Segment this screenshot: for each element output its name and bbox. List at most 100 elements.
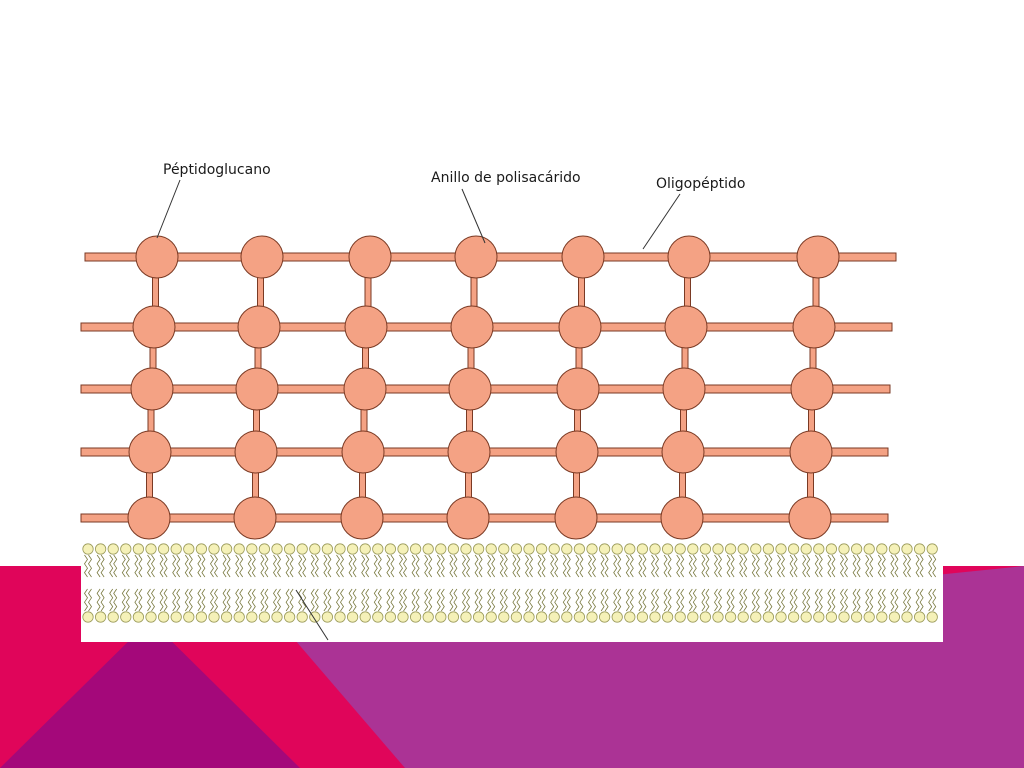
lipid-tail [478,554,483,578]
lipid-tail [550,554,555,578]
polysaccharide-ring [796,235,840,279]
lipid-tail [462,554,466,578]
lipid-tail [239,554,244,578]
lipid-tail [881,588,886,612]
lipid-tail [579,554,584,578]
lipid-head [850,543,863,555]
lipid-tail [428,554,433,578]
lipid-tail [474,554,479,578]
lipid-head [183,543,195,555]
lipid-tail [625,588,630,612]
lipid-tail [247,588,252,612]
lipid-tail [550,588,555,612]
oligopeptide-bridge [152,275,159,309]
lipid-head [724,543,737,555]
lipid-tail [566,588,571,612]
lipid-tail [638,588,643,612]
polysaccharide-ring [130,367,174,411]
lipid-head [283,543,296,555]
lipid-tail [739,554,744,578]
lipid-tail [361,588,366,612]
lipid-tail [541,554,546,578]
lipid-tail [365,554,370,578]
lipid-tail [638,554,643,578]
lipid-tail [764,588,769,612]
lipid-tail [714,554,718,578]
lipid-head [120,611,132,623]
lipid-tail [529,554,533,578]
lipid-tail [121,588,126,612]
oligopeptide-bridge [465,470,472,500]
lipid-tail [928,554,933,578]
lipid-head [472,543,485,555]
lipid-tail [529,588,533,612]
leader-line-oligopeptide [642,193,681,250]
oligopeptide-bridge [254,345,262,371]
lipid-head [460,543,472,555]
lipid-head [611,611,623,623]
lipid-head [510,543,523,555]
lipid-head [296,611,308,623]
lipid-tail [210,554,214,578]
lipid-tail [147,588,151,612]
lipid-tail [436,554,441,578]
lipid-head [82,611,94,623]
lipid-tail [667,588,672,612]
lipid-tail [285,588,290,612]
oligopeptide-bridge [809,345,817,371]
lipid-tail [449,554,454,578]
lipid-tail [604,554,609,578]
lipid-head [107,543,119,555]
oligopeptide-bridge [257,275,264,309]
lipid-head [699,543,712,555]
lipid-tail [424,554,429,578]
lipid-tail [474,588,479,612]
lipid-head [447,543,459,555]
lipid-tail [692,554,697,578]
lipid-tail [915,588,920,612]
lipid-tail [277,554,281,578]
lipid-head [384,543,396,555]
lipid-head [674,543,686,555]
lipid-tail [499,588,504,612]
lipid-tail [88,588,92,612]
polysaccharide-ring [558,305,602,349]
lipid-tail [487,588,492,612]
lipid-tail [310,554,315,578]
lipid-head [233,611,245,623]
lipid-head [913,611,926,623]
lipid-tail [688,554,693,578]
lipid-head [800,611,812,623]
label-polysaccharide-ring: Anillo de polisacárido [431,170,581,186]
oligopeptide-bridge [360,407,368,434]
polysaccharide-ring [344,305,388,349]
lipid-tail [777,588,781,612]
leader-lines [156,179,681,641]
lipid-tail [827,554,832,578]
lipid-tail [730,588,735,612]
lipid-tail [915,554,920,578]
lipid-tail [273,554,277,578]
polysaccharide-ring [664,305,708,349]
lipid-tail [424,588,429,612]
lipid-tail [852,588,857,612]
lipid-tail [592,588,596,612]
oligopeptide-bridge [808,407,815,434]
lipid-tail [525,554,529,578]
polysaccharide-ring [661,430,705,474]
lipid-tail [894,588,899,612]
lipid-head [687,543,699,555]
lipid-tail [680,554,685,578]
lipid-tail [491,588,496,612]
lipid-head [95,543,107,555]
lipid-tail [323,554,328,578]
lipid-tail [718,554,722,578]
lipid-head [913,543,926,555]
lipid-tail [814,588,819,612]
lipid-tail [235,588,240,612]
lipid-tail [667,554,672,578]
lipid-tail [113,554,118,578]
lipid-head [170,543,182,555]
oligopeptide-bridge [681,345,689,371]
lipid-tail [503,588,508,612]
